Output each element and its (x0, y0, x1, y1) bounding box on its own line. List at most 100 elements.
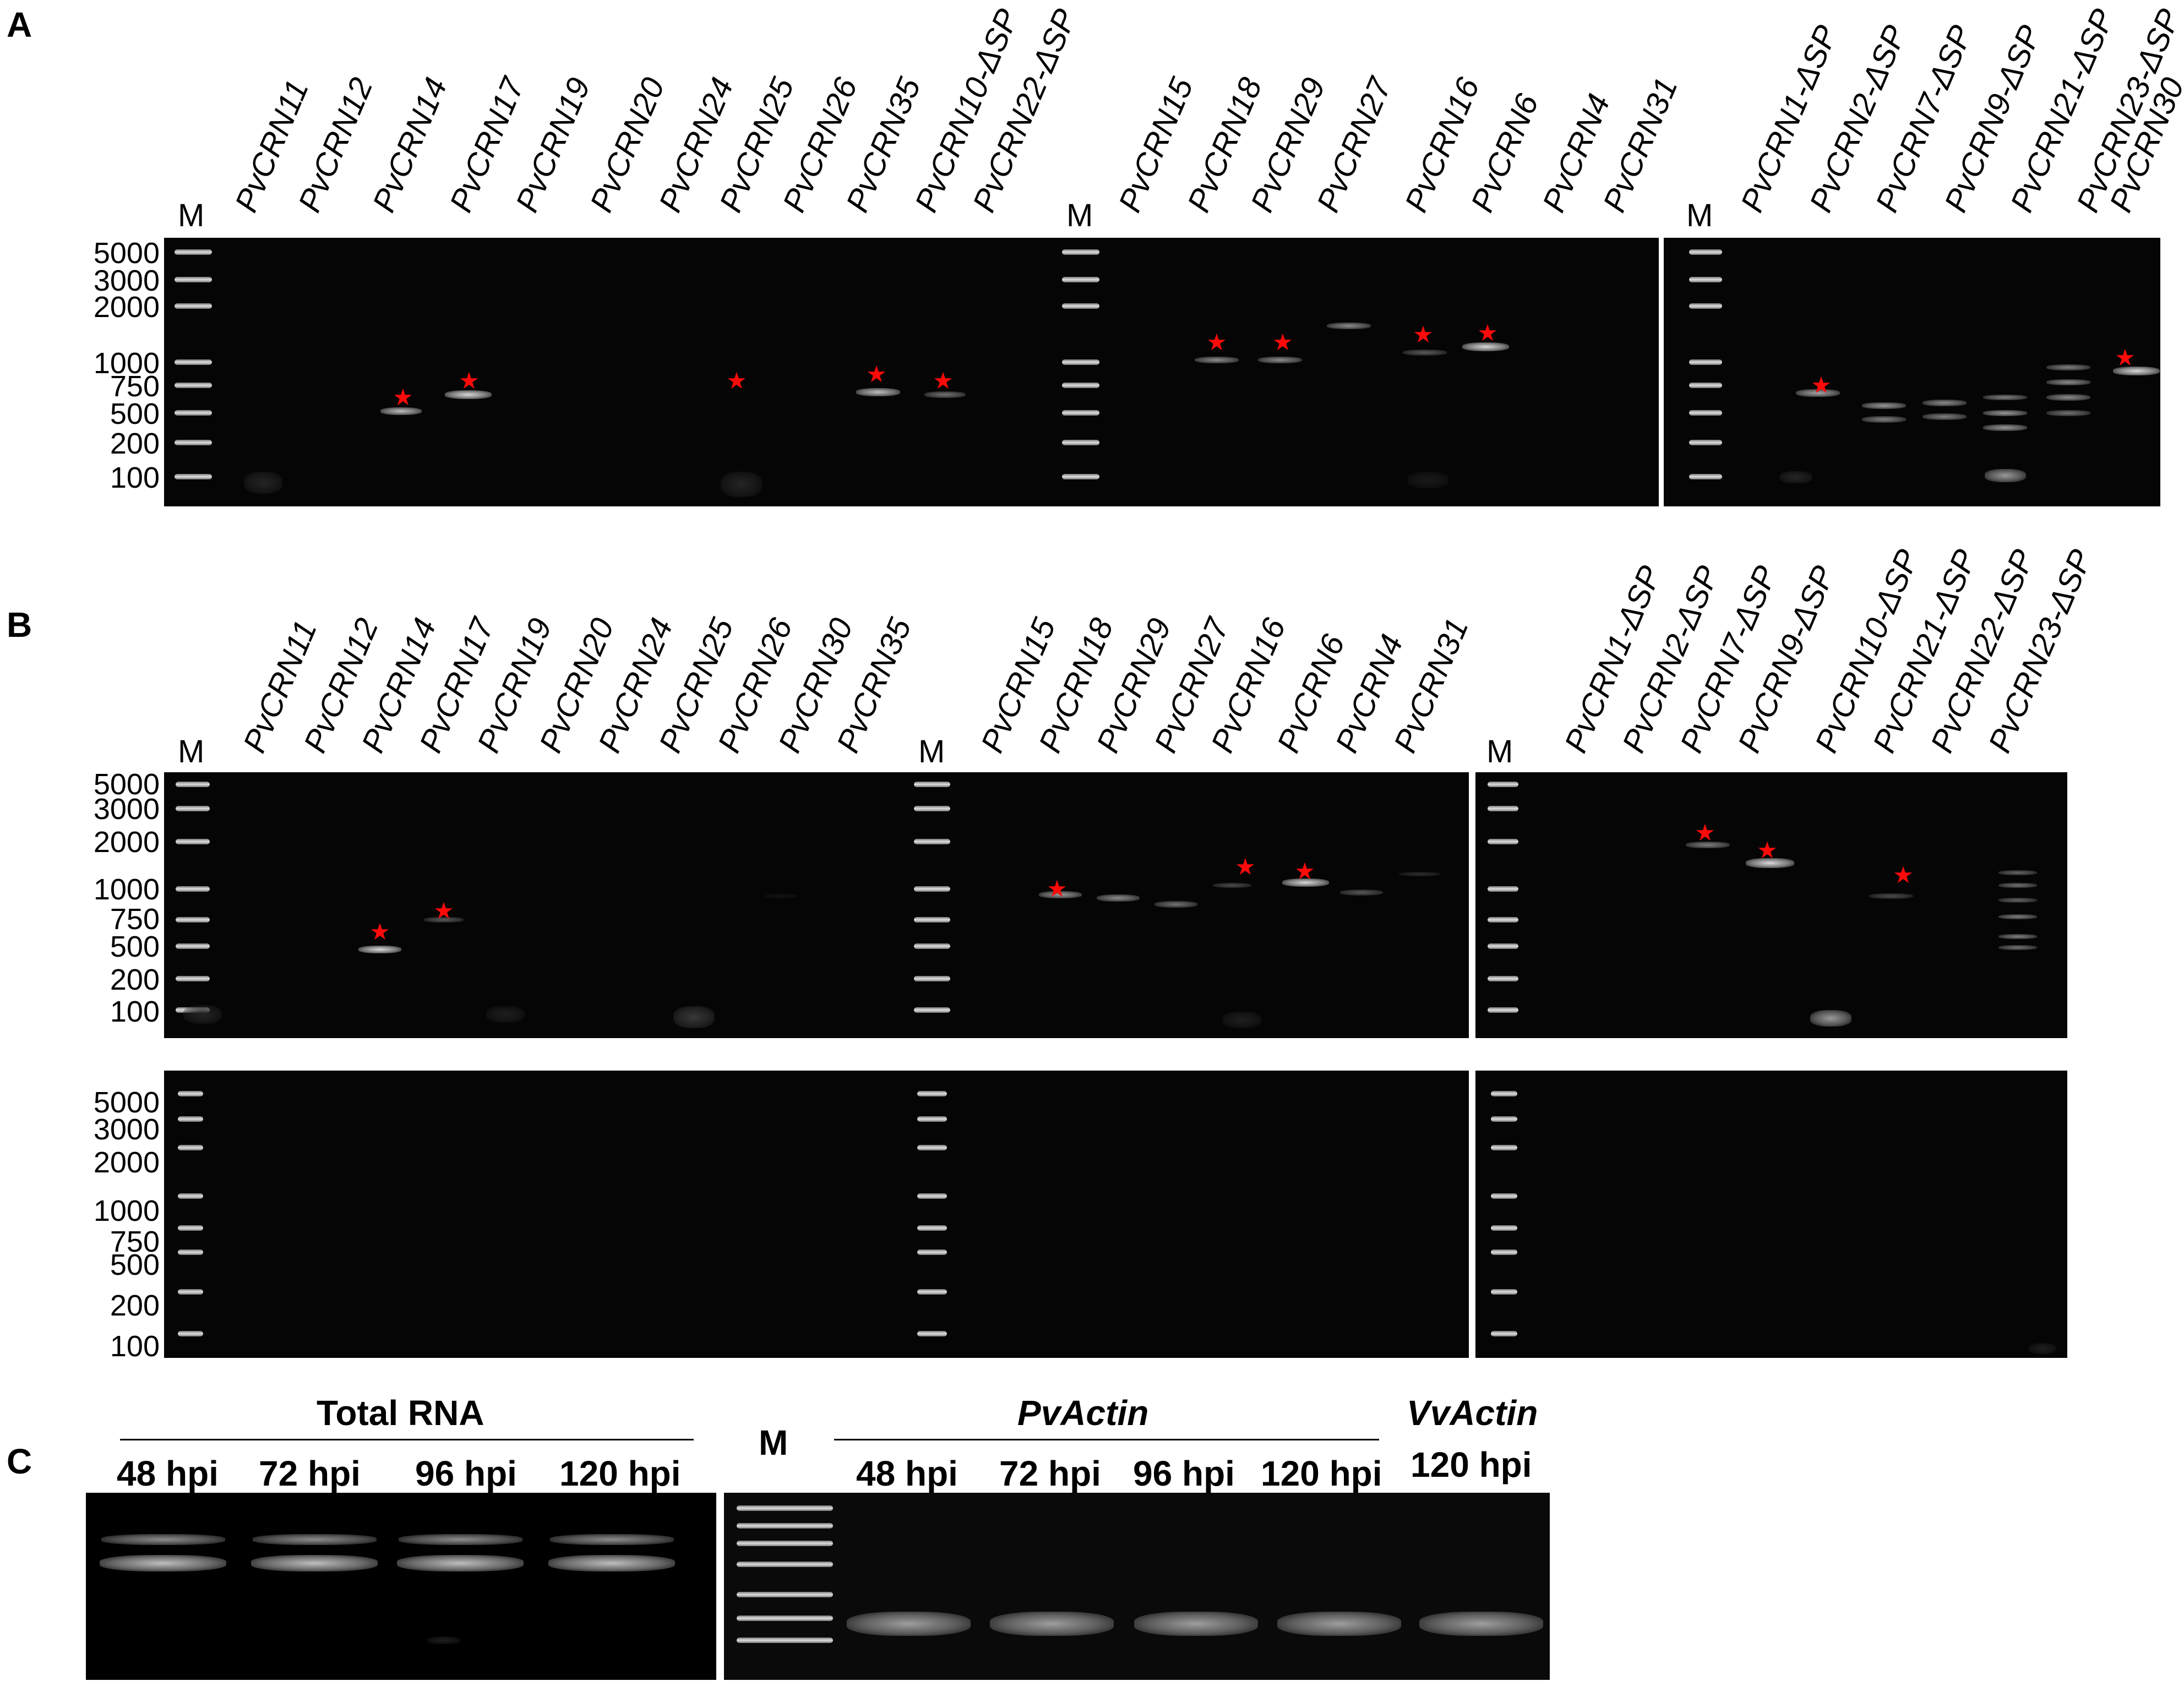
panel-c-letter: C (7, 1442, 32, 1481)
dna-band (1407, 472, 1448, 488)
ladder-band (1689, 410, 1722, 416)
dna-band (1134, 1612, 1258, 1636)
total-rna-gel (86, 1493, 716, 1680)
red-star-marker: ★ (459, 367, 480, 394)
ladder-band (1488, 917, 1518, 923)
ladder-band (1689, 474, 1722, 479)
ladder-band (176, 976, 210, 981)
ladder-band (1491, 1145, 1517, 1150)
dna-band (1213, 882, 1251, 888)
red-star-marker: ★ (369, 918, 390, 945)
size-label: 5000 (93, 1086, 160, 1119)
ladder-band (178, 1145, 203, 1150)
size-label: 2000 (93, 291, 160, 324)
red-star-marker: ★ (2115, 344, 2136, 371)
ladder-band (175, 440, 212, 445)
size-label: 5000 (93, 768, 160, 801)
dna-band (1998, 934, 2037, 939)
size-label: 5000 (93, 237, 160, 270)
panel-b-control-gel-left (164, 1071, 1469, 1358)
ladder-band (914, 917, 950, 923)
dna-band (1810, 1010, 1851, 1027)
dna-band (1039, 891, 1082, 898)
dna-band (1282, 878, 1329, 887)
ladder-band (917, 1145, 947, 1150)
ladder-band (1491, 1116, 1517, 1122)
ladder-band (176, 806, 210, 811)
ladder-band (914, 806, 950, 811)
dna-band (673, 1006, 715, 1028)
ladder-band (1488, 806, 1518, 811)
dna-band (100, 1555, 226, 1571)
ladder-band (917, 1091, 947, 1096)
ladder-band (178, 1249, 203, 1255)
dna-band (251, 1555, 378, 1571)
dna-band (856, 387, 900, 396)
red-star-marker: ★ (1695, 819, 1715, 846)
red-star-marker: ★ (393, 384, 413, 411)
ladder-band (176, 886, 210, 892)
dna-band (424, 917, 464, 923)
ladder-band (1062, 474, 1099, 479)
dna-band (397, 1555, 524, 1571)
size-label: 500 (110, 1248, 160, 1281)
size-label: 750 (110, 370, 160, 403)
ladder-band (917, 1289, 947, 1295)
panel-b-letter: B (7, 605, 32, 645)
dna-band (427, 1636, 460, 1644)
size-label: 100 (110, 461, 160, 494)
ladder-band (1689, 359, 1722, 365)
panel-a-gel-right (1664, 238, 2160, 506)
dna-band (2046, 379, 2090, 385)
rna-time-72: 72 hpi (259, 1454, 361, 1493)
marker-m-label: M (1486, 734, 1513, 769)
red-star-marker: ★ (1413, 321, 1434, 348)
ladder-band (736, 1505, 833, 1511)
red-star-marker: ★ (1757, 837, 1778, 864)
dna-band (2046, 410, 2090, 416)
size-label: 500 (110, 397, 160, 430)
ladder-band (178, 1116, 203, 1122)
dna-band (1998, 882, 2037, 888)
rna-time-96: 96 hpi (415, 1454, 517, 1493)
dna-band (924, 391, 966, 398)
ladder-band (917, 1225, 947, 1231)
size-label: 3000 (93, 264, 160, 297)
dna-band (1862, 402, 1906, 409)
ladder-band (1689, 440, 1722, 445)
ladder-band (1062, 359, 1099, 365)
size-label: 2000 (93, 826, 160, 859)
red-star-marker: ★ (1235, 853, 1256, 880)
marker-m-label: M (178, 734, 205, 769)
dna-band (1154, 901, 1197, 908)
ladder-band (1062, 410, 1099, 416)
ladder-band (917, 1116, 947, 1122)
panel-b-control-gel-right (1475, 1071, 2067, 1358)
ladder-band (1062, 277, 1099, 282)
pv-time-48: 48 hpi (856, 1454, 958, 1493)
vvactin-label: VvActin (1407, 1393, 1538, 1433)
ladder-band (1689, 303, 1722, 309)
dna-band (1862, 416, 1906, 423)
ladder-band (178, 1193, 203, 1199)
ladder-band (175, 303, 212, 309)
ladder-band (914, 943, 950, 949)
pv-time-96: 96 hpi (1133, 1454, 1235, 1493)
ladder-band (1689, 277, 1722, 282)
dna-band (1462, 342, 1509, 351)
size-label: 1000 (93, 347, 160, 380)
dna-band (1983, 410, 2027, 416)
dna-band (1403, 349, 1447, 356)
red-star-marker: ★ (1294, 858, 1315, 885)
ladder-band (914, 886, 950, 892)
panel-b-gel-right (1475, 772, 2067, 1038)
ladder-band (175, 474, 212, 479)
ladder-band (1488, 886, 1518, 892)
red-star-marker: ★ (933, 367, 954, 394)
red-star-marker: ★ (1477, 319, 1498, 346)
dna-band (101, 1534, 225, 1545)
ladder-band (1488, 782, 1518, 787)
size-label: 100 (110, 1330, 160, 1363)
ladder-band (176, 943, 210, 949)
dna-band (1998, 945, 2037, 950)
